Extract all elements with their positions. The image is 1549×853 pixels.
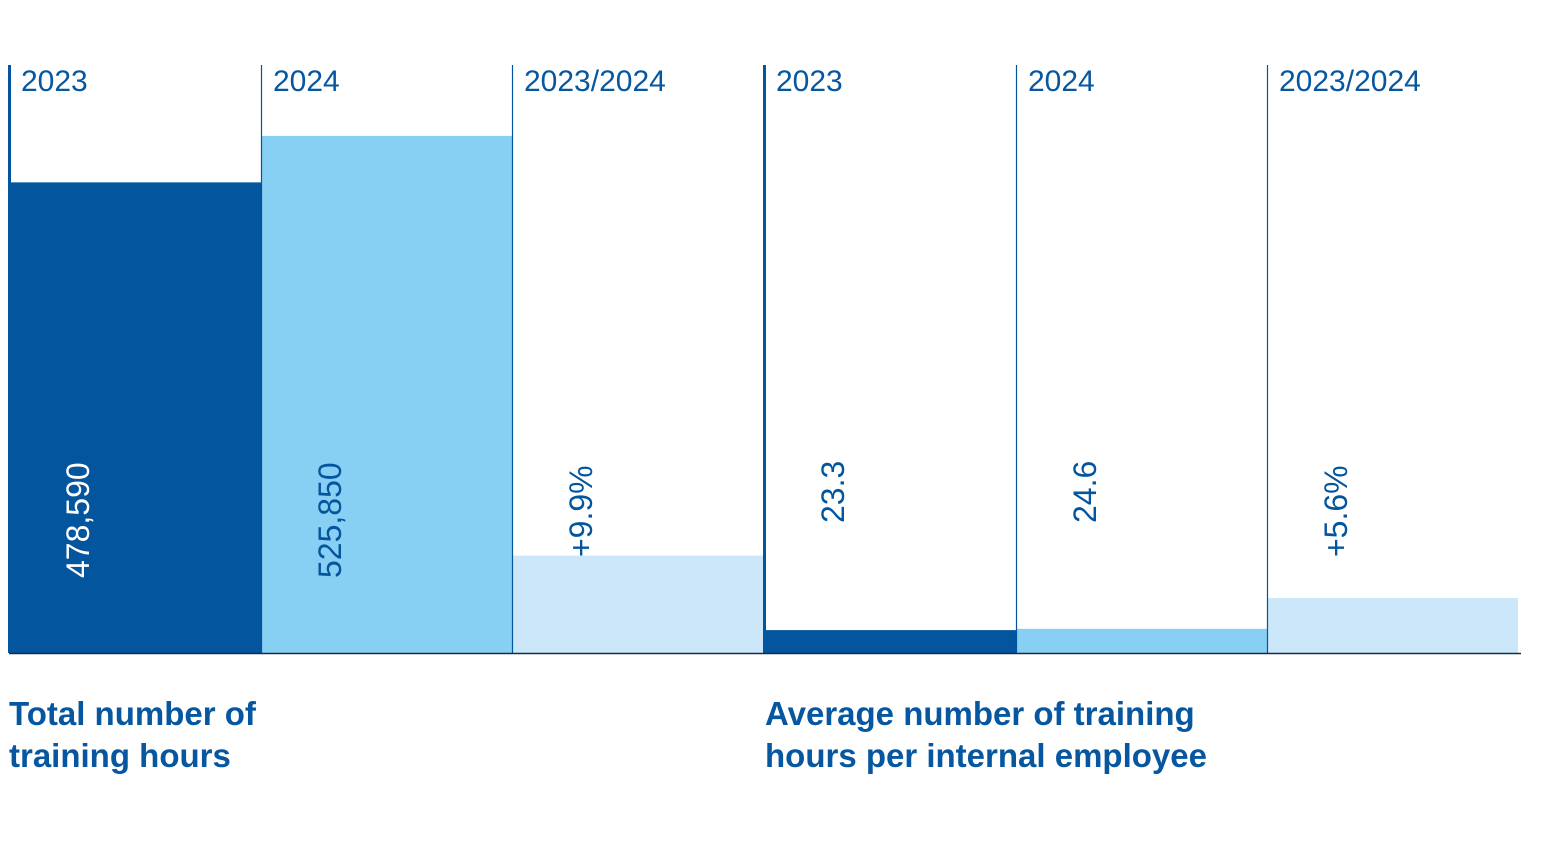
data-label-2-2: 24.6 xyxy=(1067,461,1103,523)
bar-1-2023 xyxy=(9,182,261,653)
chart-title-total-hours: Total number of training hours xyxy=(9,695,256,774)
category-label-1-2: 2024 xyxy=(273,65,340,98)
bar-2-2023-2024 xyxy=(1267,597,1518,653)
data-label-1-3: +9.9% xyxy=(563,465,599,557)
data-label-2-1: 23.3 xyxy=(815,461,851,523)
data-label-1-1: 478,590 xyxy=(60,462,96,578)
bar-2-2024 xyxy=(1016,628,1267,653)
category-label-1-1: 2023 xyxy=(21,65,88,98)
bar-2-2023 xyxy=(764,630,1016,653)
bar-1-2023-2024 xyxy=(512,555,763,653)
data-label-2-3: +5.6% xyxy=(1318,465,1354,557)
category-label-2-1: 2023 xyxy=(776,65,843,98)
category-label-1-3: 2023/2024 xyxy=(524,65,666,98)
category-label-2-3: 2023/2024 xyxy=(1279,65,1421,98)
bar-1-2024 xyxy=(261,135,512,653)
data-label-1-2: 525,850 xyxy=(312,462,348,578)
chart-title-average-hours: Average number of training hours per int… xyxy=(765,695,1207,774)
category-label-2-2: 2024 xyxy=(1028,65,1095,98)
